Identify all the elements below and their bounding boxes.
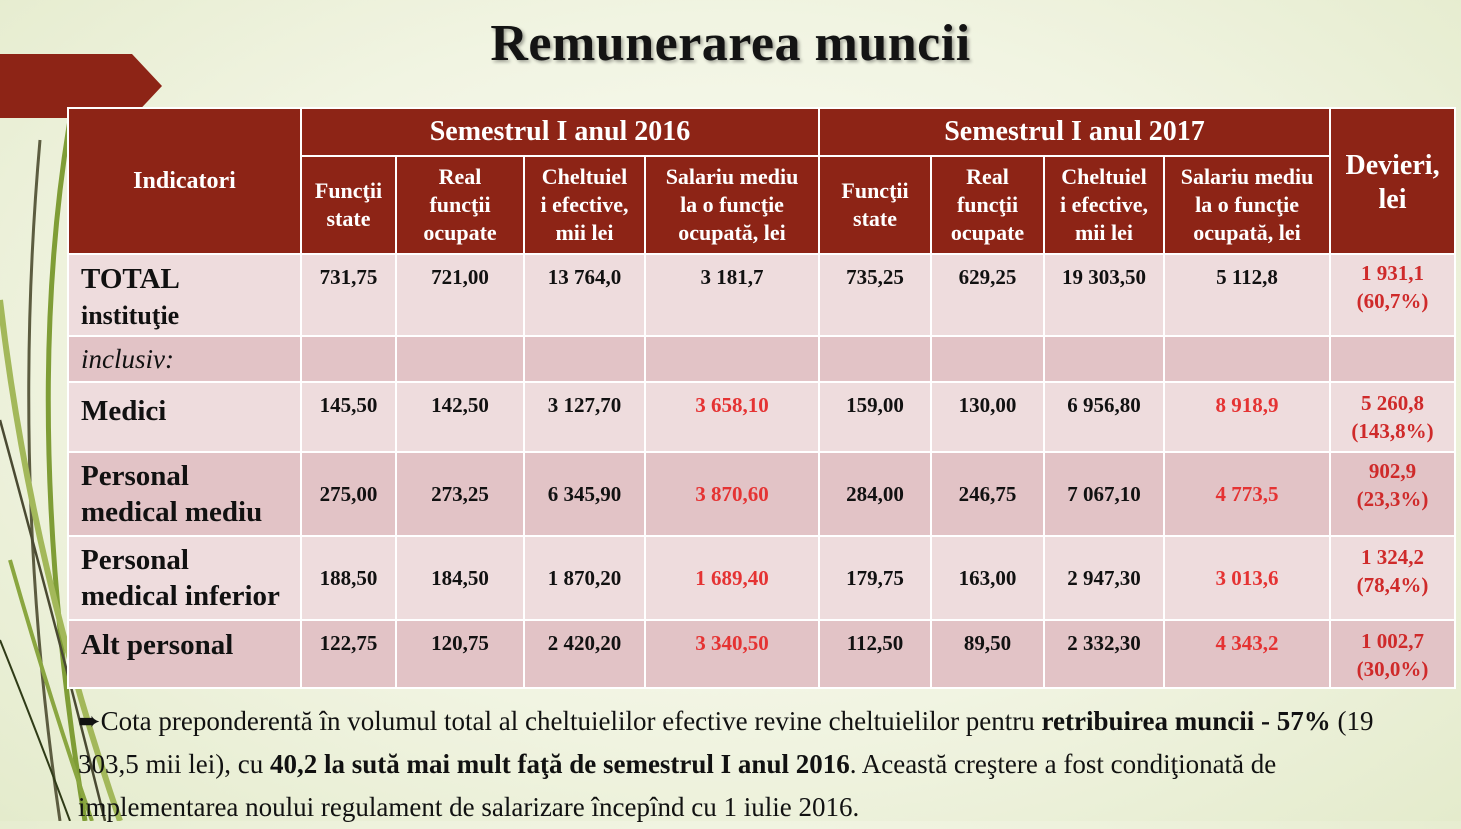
cell-value: 284,00: [818, 451, 933, 537]
header-devieri-line2: lei: [1378, 184, 1407, 215]
cell-value: 735,25: [818, 253, 933, 337]
cell-value: 142,50: [395, 381, 525, 453]
cell-value: 112,50: [818, 619, 933, 689]
subheader-real-ocupate-2016: Real funcţii ocupate: [395, 155, 525, 255]
table-row-personal-inferior: Personal medical inferior 188,50 184,50 1…: [67, 535, 1457, 621]
subheader-functii-state-2016: Funcţii state: [300, 155, 397, 255]
cell-value-highlight: 8 918,9: [1163, 381, 1332, 453]
cell-value: 273,25: [395, 451, 525, 537]
cell-value: 122,75: [300, 619, 397, 689]
cell-value: 731,75: [300, 253, 397, 337]
cell-value: 89,50: [930, 619, 1046, 689]
cell-value: 159,00: [818, 381, 933, 453]
cell-value-highlight: 1 689,40: [643, 535, 821, 621]
cell-value: 721,00: [395, 253, 525, 337]
cell-value: 6 345,90: [523, 451, 646, 537]
subheader-salariu-mediu-2016: Salariu mediu la o funcţie ocupată, lei: [643, 155, 821, 255]
cell-deviation: 5 260,8 (143,8%): [1329, 381, 1457, 453]
row-label-medici: Medici: [67, 381, 302, 453]
cell-value: 2 420,20: [523, 619, 646, 689]
table-row-medici: Medici 145,50 142,50 3 127,70 3 658,10 1…: [67, 381, 1457, 453]
cell-value: 188,50: [300, 535, 397, 621]
table-row-total: TOTAL instituţie 731,75 721,00 13 764,0 3…: [67, 253, 1457, 337]
arrow-bullet-icon: ➨: [78, 706, 101, 736]
subheader-cheltuieli-2016: Cheltuiel i efective, mii lei: [523, 155, 646, 255]
cell-value: 2 947,30: [1043, 535, 1166, 621]
cell-value-highlight: 3 340,50: [643, 619, 821, 689]
cell-value-highlight: 4 343,2: [1163, 619, 1332, 689]
cell-value: 246,75: [930, 451, 1046, 537]
row-label-personal-mediu: Personal medical mediu: [67, 451, 302, 537]
cell-deviation: 1 002,7 (30,0%): [1329, 619, 1457, 689]
cell-value: 130,00: [930, 381, 1046, 453]
cell-value-highlight: 3 013,6: [1163, 535, 1332, 621]
header-semester-2016: Semestrul I anul 2016: [299, 107, 821, 157]
table-row-inclusiv: inclusiv:: [67, 335, 1457, 383]
subheader-real-ocupate-2017: Real funcţii ocupate: [930, 155, 1046, 255]
cell-value: 19 303,50: [1043, 253, 1166, 337]
cell-value: 275,00: [300, 451, 397, 537]
cell-value: 179,75: [818, 535, 933, 621]
row-label-personal-inferior: Personal medical inferior: [67, 535, 302, 621]
header-devieri-line1: Devieri,: [1345, 150, 1440, 181]
cell-deviation: 902,9 (23,3%): [1329, 451, 1457, 537]
cell-value: 3 127,70: [523, 381, 646, 453]
header-semester-2017: Semestrul I anul 2017: [818, 107, 1332, 157]
header-devieri: Devieri, lei: [1329, 107, 1457, 255]
cell-value: 1 870,20: [523, 535, 646, 621]
cell-value-highlight: 3 658,10: [643, 381, 821, 453]
cell-value: 13 764,0: [523, 253, 646, 337]
table-row-personal-mediu: Personal medical mediu 275,00 273,25 6 34…: [67, 451, 1457, 537]
cell-value: 163,00: [930, 535, 1046, 621]
header-indicatori: Indicatori: [67, 107, 302, 255]
row-label-total: TOTAL instituţie: [67, 253, 302, 337]
cell-value: 120,75: [395, 619, 525, 689]
subheader-functii-state-2017: Funcţii state: [818, 155, 933, 255]
cell-value: 629,25: [930, 253, 1046, 337]
cell-value: 6 956,80: [1043, 381, 1166, 453]
cell-value: 145,50: [300, 381, 397, 453]
cell-value-highlight: 4 773,5: [1163, 451, 1332, 537]
slide-title: Remunerarea muncii: [490, 15, 971, 72]
footer-paragraph: ➨Cota preponderentă în volumul total al …: [78, 706, 1374, 822]
remuneration-table: Indicatori Semestrul I anul 2016 Semestr…: [67, 107, 1457, 689]
decorative-stems: [0, 119, 123, 821]
row-label-inclusiv: inclusiv:: [67, 335, 302, 383]
cell-value-highlight: 3 870,60: [643, 451, 821, 537]
cell-deviation: 1 931,1 (60,7%): [1329, 253, 1457, 337]
subheader-cheltuieli-2017: Cheltuiel i efective, mii lei: [1043, 155, 1166, 255]
cell-value: 184,50: [395, 535, 525, 621]
header-row-subcolumns: Funcţii state Real funcţii ocupate Cheltuie…: [68, 155, 1455, 255]
subheader-salariu-mediu-2017: Salariu mediu la o funcţie ocupată, lei: [1163, 155, 1332, 255]
cell-value: 5 112,8: [1163, 253, 1332, 337]
cell-deviation: 1 324,2 (78,4%): [1329, 535, 1457, 621]
cell-value: 3 181,7: [643, 253, 821, 337]
cell-value: 2 332,30: [1043, 619, 1166, 689]
header-row-groups: Indicatori Semestrul I anul 2016 Semestr…: [67, 107, 1457, 255]
table-row-alt-personal: Alt personal 122,75 120,75 2 420,20 3 34…: [67, 619, 1457, 689]
row-label-alt-personal: Alt personal: [67, 619, 302, 689]
cell-value: 7 067,10: [1043, 451, 1166, 537]
